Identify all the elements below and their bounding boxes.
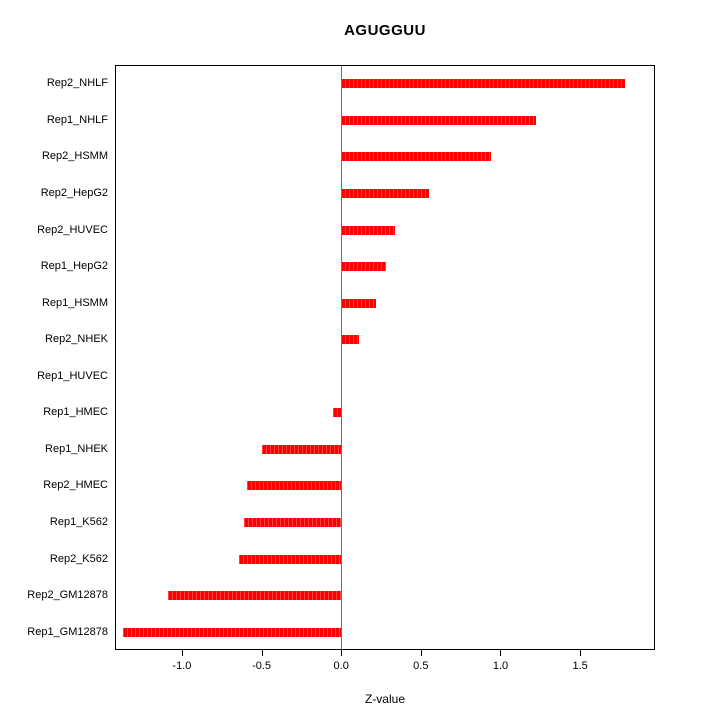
zero-reference-line	[341, 66, 343, 649]
bar-Rep1_HepG2	[341, 262, 386, 272]
y-axis-label: Rep2_K562	[49, 552, 108, 565]
y-axis-label: Rep1_NHEK	[45, 442, 108, 455]
bar-Rep1_HMEC	[333, 408, 342, 418]
x-axis-tick-label: 1.5	[572, 660, 588, 672]
bar-Rep2_HMEC	[247, 481, 342, 491]
x-axis-tick	[500, 650, 502, 656]
y-axis-label: Rep2_HUVEC	[37, 223, 108, 236]
bar-Rep1_K562	[244, 518, 342, 528]
y-axis-label: Rep1_HUVEC	[37, 369, 108, 382]
x-axis-tick-label: -0.5	[252, 660, 272, 672]
x-axis-tick	[341, 650, 343, 656]
y-axis-label: Rep2_GM12878	[27, 589, 108, 602]
plot-area	[115, 65, 655, 650]
y-axis-label: Rep1_GM12878	[27, 625, 108, 638]
bar-Rep2_K562	[239, 554, 342, 564]
y-axis-label: Rep2_NHEK	[45, 333, 108, 346]
x-axis-tick-label: -1.0	[172, 660, 192, 672]
x-axis-tick-label: 1.0	[492, 660, 509, 672]
bar-Rep1_GM12878	[122, 627, 342, 637]
x-axis-tick-label: 0.5	[413, 660, 429, 672]
bar-Rep2_HSMM	[341, 152, 491, 162]
bar-Rep2_NHEK	[341, 335, 359, 345]
y-axis-label: Rep1_HMEC	[43, 406, 108, 419]
bar-Rep1_NHEK	[261, 444, 342, 454]
bar-Rep2_HUVEC	[341, 225, 396, 235]
bar-Rep2_GM12878	[167, 591, 342, 601]
y-axis-label: Rep1_HepG2	[40, 260, 108, 273]
bar-Rep2_HepG2	[341, 188, 429, 198]
x-axis-tick	[420, 650, 422, 656]
x-axis-tick	[261, 650, 263, 656]
y-axis-label: Rep1_HSMM	[41, 296, 108, 309]
y-axis-label: Rep2_HMEC	[43, 479, 108, 492]
bar-Rep2_NHLF	[341, 79, 625, 89]
x-axis-tick	[580, 650, 582, 656]
x-axis-tick	[181, 650, 183, 656]
bar-Rep1_HSMM	[341, 298, 377, 308]
y-axis-label: Rep1_NHLF	[46, 113, 108, 126]
x-axis-tick-label: 0.0	[333, 660, 349, 672]
y-axis-label: Rep2_HSMM	[41, 150, 108, 163]
y-axis-label: Rep2_NHLF	[46, 77, 108, 90]
x-axis-title: Z-value	[364, 692, 405, 706]
y-axis-label: Rep2_HepG2	[40, 186, 108, 199]
chart-title: AGUGGUU	[344, 22, 426, 39]
bar-Rep1_NHLF	[341, 115, 536, 125]
y-axis-label: Rep1_K562	[49, 516, 108, 529]
